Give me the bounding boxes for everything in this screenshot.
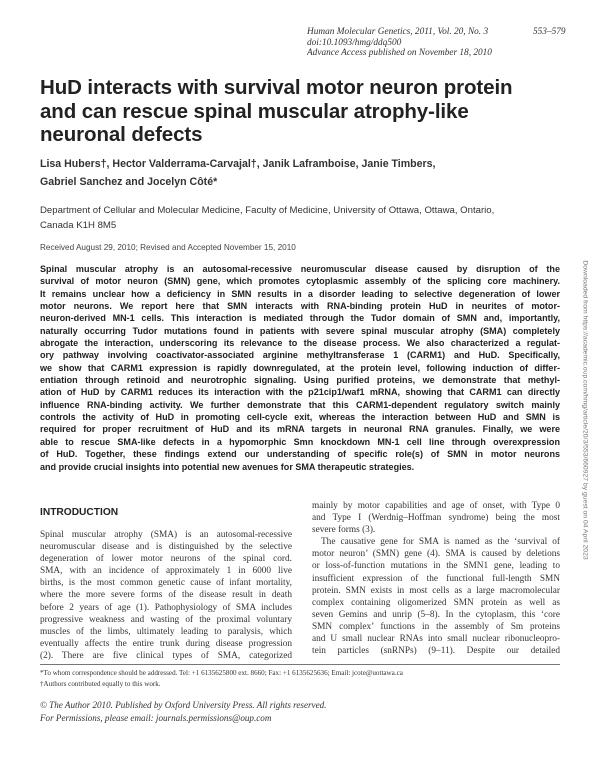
body-line: seven Gemins and unrip (5–8). In the cyt…	[312, 609, 560, 620]
body-line: eventually affects the entire trunk duri…	[40, 638, 292, 649]
abstract-line: required for proper recruitment of HuD a…	[40, 424, 560, 435]
title-line: and can rescue spinal muscular atrophy-l…	[40, 99, 469, 123]
body-line: where the more severe forms of the disea…	[40, 590, 292, 601]
body-line: degeneration of lower motor neurons of t…	[40, 554, 292, 565]
abstract-line: survival of motor neuron (SMN) gene, whi…	[40, 276, 560, 287]
abstract-line: neuron-derived MN-1 cells. This interact…	[40, 313, 560, 324]
body-line: SMA, with an incidence of approximately …	[40, 566, 292, 577]
body-line: SMN complex’ functions in the assembly o…	[312, 621, 560, 632]
abstract-line: It remains unclear how a deficiency in S…	[40, 288, 560, 299]
permissions-line: For Permissions, please email: journals.…	[40, 712, 272, 723]
journal-header: Human Molecular Genetics, 2011, Vol. 20,…	[307, 27, 492, 59]
title-line: neuronal defects	[40, 123, 203, 146]
body-line: complex containing oligomerized SMN prot…	[312, 597, 560, 608]
body-line: muscles of the limbs, ultimately leading…	[40, 626, 292, 637]
authors: Lisa Hubers†, Hector Valderrama-Carvajal…	[40, 155, 436, 191]
body-line: progressive weakness and wasting of the …	[40, 614, 292, 625]
body-line: before 2 years of age (1). Pathophysiolo…	[40, 602, 292, 613]
abstract-line: ation of HuD by CARM1 reduces its intera…	[40, 387, 560, 398]
body-line: insufficient expression of the functiona…	[312, 573, 560, 584]
footnote-divider	[40, 664, 560, 665]
page-range: 553–579	[533, 27, 566, 37]
body-line: Spinal muscular atrophy (SMA) is an auto…	[40, 530, 292, 540]
authors-line: Gabriel Sanchez and Jocelyn Côté*	[40, 176, 218, 188]
body-line: births, is the most common genetic cause…	[40, 578, 292, 589]
body-line: tein particles (snRNPs) (9–11). Despite …	[312, 646, 560, 657]
abstract-line: of HuD. Together, these findings extend …	[40, 449, 560, 460]
advance-access: Advance Access published on November 18,…	[307, 48, 492, 58]
abstract-line: influence RNA-binding activity. We furth…	[40, 399, 560, 410]
body-line: and Type I (Werdnig–Hoffman syndrome) be…	[312, 513, 560, 524]
journal-citation: Human Molecular Genetics, 2011, Vol. 20,…	[307, 27, 489, 37]
footnotes: *To whom correspondence should be addres…	[40, 668, 403, 689]
body-line: (2). There are five clinical types of SM…	[40, 650, 292, 661]
body-line: The causative gene for SMA is named as t…	[321, 537, 560, 548]
copyright: © The Author 2010. Published by Oxford U…	[40, 699, 326, 724]
body-column-right: mainly by motor capabilities and age of …	[312, 500, 560, 657]
equal-contribution-footnote: †Authors contributed equally to this wor…	[40, 679, 161, 688]
abstract-line: naturally occurring Tudor mutations foun…	[40, 325, 560, 336]
affiliation: Department of Cellular and Molecular Med…	[40, 203, 494, 233]
abstract-line: we show that CARM1 expression is rapidly…	[40, 362, 560, 373]
abstract-line: controls the activity of HuD in promotin…	[40, 412, 560, 423]
abstract-line: able to rescue SMA-like defects in a hyp…	[40, 436, 560, 447]
body-line: neuromuscular disease and is distinguish…	[40, 542, 292, 553]
body-line: severe forms (3).	[312, 525, 376, 536]
section-heading-introduction: INTRODUCTION	[40, 507, 119, 518]
abstract-line: and provide crucial insights into potent…	[40, 461, 415, 472]
abstract-line: abrogate the interaction, underscoring i…	[40, 338, 560, 349]
abstract: Spinal muscular atrophy is an autosomal-…	[40, 263, 560, 473]
paper-title: HuD interacts with survival motor neuron…	[40, 76, 513, 147]
received-dates: Received August 29, 2010; Revised and Ac…	[40, 243, 296, 252]
download-watermark: Downloaded from https://academic.oup.com…	[581, 260, 589, 560]
authors-line: Lisa Hubers†, Hector Valderrama-Carvajal…	[40, 158, 436, 170]
abstract-line: ory pathway involving coactivator-associ…	[40, 350, 560, 361]
title-line: HuD interacts with survival motor neuron…	[40, 76, 513, 99]
body-line: and U small nuclear RNAs into small nucl…	[312, 634, 560, 645]
correspondence-footnote: *To whom correspondence should be addres…	[40, 669, 403, 677]
abstract-line: Spinal muscular atrophy is an autosomal-…	[40, 264, 560, 274]
abstract-line: entiation through retinoid and neurotrop…	[40, 375, 560, 386]
body-line: or loss-of-function mutations in the SMN…	[312, 561, 560, 572]
affiliation-line: Department of Cellular and Molecular Med…	[40, 205, 495, 216]
body-line: protein. SMN exists in most cells as a l…	[312, 585, 560, 596]
abstract-line: motor neurons. We report here that SMN i…	[40, 301, 560, 312]
doi: doi:10.1093/hmg/ddq500	[307, 37, 402, 48]
body-line: motor neuron’ (SMN) gene (4). SMA is cau…	[312, 549, 560, 560]
affiliation-line: Canada K1H 8M5	[40, 220, 117, 231]
body-column-left: Spinal muscular atrophy (SMA) is an auto…	[40, 529, 292, 662]
copyright-line: © The Author 2010. Published by Oxford U…	[40, 700, 327, 710]
body-line: mainly by motor capabilities and age of …	[312, 501, 560, 511]
